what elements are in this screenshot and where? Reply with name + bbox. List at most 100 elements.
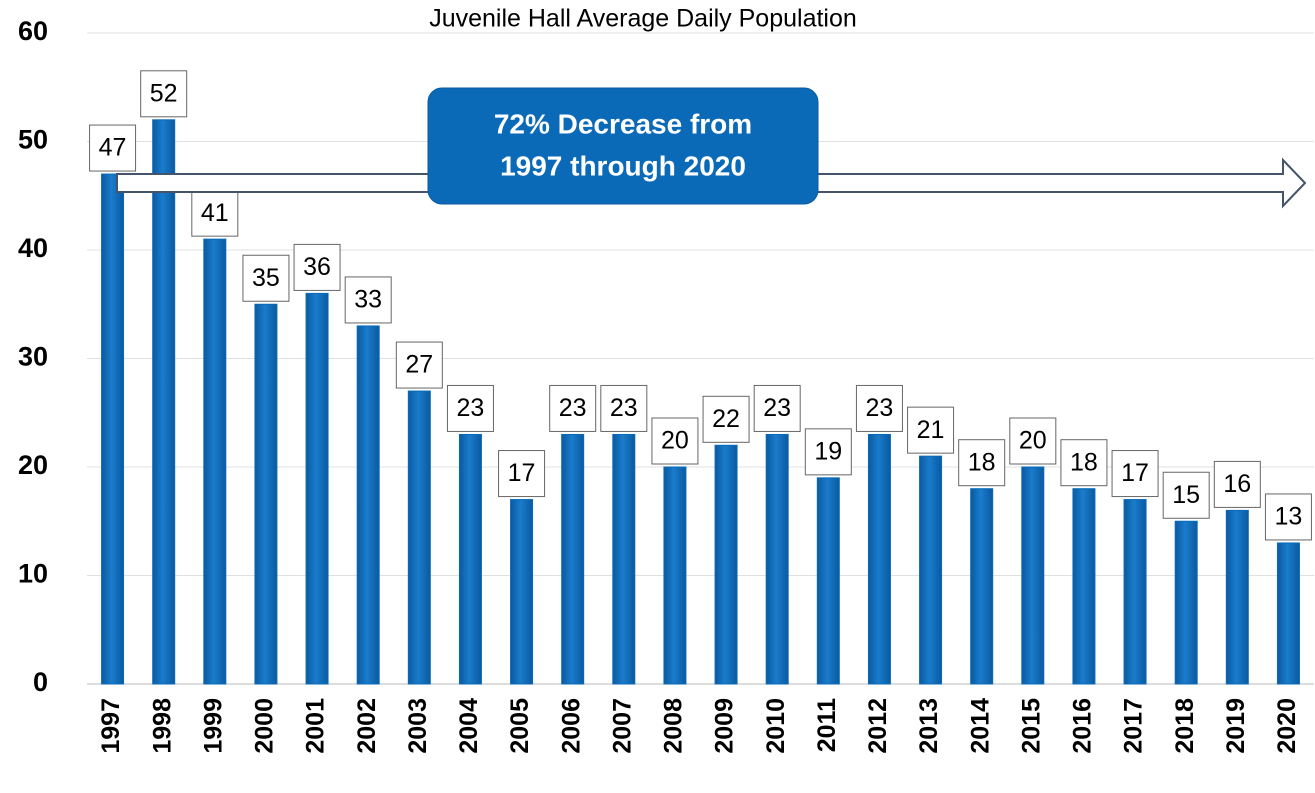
bar bbox=[152, 119, 176, 685]
value-label-box bbox=[1162, 471, 1210, 519]
bar bbox=[919, 455, 943, 685]
x-tick-label: 2000 bbox=[251, 698, 279, 754]
x-tick: 2014 bbox=[966, 698, 994, 754]
x-tick-label: 2017 bbox=[1120, 698, 1148, 754]
bar bbox=[458, 433, 482, 685]
x-tick-label: 1999 bbox=[199, 698, 227, 754]
value-label: 20 bbox=[661, 427, 689, 455]
x-tick-label: 2004 bbox=[455, 698, 483, 754]
annotation: 72% Decrease from bbox=[494, 108, 752, 139]
x-tick: 2005 bbox=[506, 698, 534, 754]
x-tick-label: 2011 bbox=[813, 698, 841, 752]
x-tick-label: 2013 bbox=[915, 698, 943, 754]
value-label: 18 bbox=[968, 448, 996, 476]
bar bbox=[1021, 466, 1045, 685]
x-tick-label: 2010 bbox=[762, 698, 790, 754]
value-label-box bbox=[907, 406, 955, 454]
value-label-box bbox=[958, 439, 1006, 487]
x-tick: 2001 bbox=[302, 698, 330, 754]
bar bbox=[1225, 509, 1249, 685]
x-tick-label: 2019 bbox=[1222, 698, 1250, 754]
bar bbox=[203, 238, 227, 685]
x-tick: 2008 bbox=[660, 698, 688, 754]
value-label: 47 bbox=[99, 134, 127, 162]
x-tick-label: 1998 bbox=[148, 698, 176, 754]
value-label: 17 bbox=[508, 459, 536, 487]
bar bbox=[765, 433, 789, 685]
value-label: 36 bbox=[303, 253, 331, 281]
x-tick-label: 2012 bbox=[864, 698, 892, 754]
x-tick: 2010 bbox=[762, 698, 790, 754]
y-tick-label: 20 bbox=[18, 450, 48, 480]
x-tick: 1997 bbox=[97, 698, 125, 754]
bar bbox=[714, 444, 738, 685]
value-label: 21 bbox=[917, 416, 945, 444]
x-tick-label: 2003 bbox=[404, 698, 432, 754]
value-label: 52 bbox=[150, 79, 178, 107]
value-label: 20 bbox=[1019, 427, 1047, 455]
x-tick: 2007 bbox=[608, 698, 636, 754]
value-label: 23 bbox=[610, 394, 638, 422]
bar bbox=[561, 433, 585, 685]
value-label-box bbox=[191, 189, 239, 237]
y-tick-label: 10 bbox=[18, 559, 48, 589]
x-tick: 2004 bbox=[455, 698, 483, 754]
value-label: 19 bbox=[814, 437, 842, 465]
value-label: 35 bbox=[252, 264, 280, 292]
value-label-box bbox=[446, 384, 494, 432]
value-label-box bbox=[293, 243, 341, 291]
value-label-box bbox=[549, 384, 597, 432]
x-tick-label: 2002 bbox=[353, 698, 381, 754]
x-tick-label: 2018 bbox=[1171, 698, 1199, 754]
value-label-box bbox=[89, 124, 137, 172]
x-tick: 1999 bbox=[199, 698, 227, 754]
x-tick-label: 2015 bbox=[1017, 698, 1045, 754]
bar bbox=[407, 390, 431, 685]
x-tick-label: 2008 bbox=[660, 698, 688, 754]
bar bbox=[254, 303, 278, 685]
x-tick: 2006 bbox=[557, 698, 585, 754]
value-label-box bbox=[855, 384, 903, 432]
value-label: 18 bbox=[1070, 448, 1098, 476]
x-tick-label: 2006 bbox=[557, 698, 585, 754]
bar bbox=[305, 292, 329, 685]
value-label: 23 bbox=[457, 394, 485, 422]
value-label: 17 bbox=[1121, 459, 1149, 487]
value-label-box bbox=[140, 70, 188, 118]
value-label: 33 bbox=[354, 286, 382, 314]
value-label-box bbox=[1009, 417, 1057, 465]
value-label-box bbox=[1060, 439, 1108, 487]
x-tick: 2009 bbox=[711, 698, 739, 754]
x-tick-label: 1997 bbox=[97, 698, 125, 754]
x-tick: 2011 bbox=[813, 698, 841, 752]
x-tick: 2019 bbox=[1222, 698, 1250, 754]
value-label: 13 bbox=[1275, 503, 1303, 531]
value-label-box bbox=[804, 428, 852, 476]
bar bbox=[1123, 499, 1147, 685]
y-tick-label: 40 bbox=[18, 233, 48, 263]
bar bbox=[970, 488, 994, 685]
x-tick: 2012 bbox=[864, 698, 892, 754]
bar bbox=[1174, 520, 1198, 685]
value-label-box bbox=[344, 276, 392, 324]
value-label: 23 bbox=[866, 394, 894, 422]
x-tick-label: 2020 bbox=[1273, 698, 1301, 754]
bar bbox=[1072, 488, 1096, 685]
x-tick-label: 2016 bbox=[1069, 698, 1097, 754]
x-tick-label: 2001 bbox=[302, 698, 330, 754]
value-label-box bbox=[600, 384, 648, 432]
y-tick-label: 60 bbox=[18, 16, 48, 46]
value-label-box bbox=[1111, 450, 1159, 498]
annotation: 1997 through 2020 bbox=[500, 150, 746, 181]
x-tick: 2016 bbox=[1069, 698, 1097, 754]
value-label-box bbox=[1264, 493, 1312, 541]
x-tick: 2020 bbox=[1273, 698, 1301, 754]
bar bbox=[356, 325, 380, 685]
value-label-box bbox=[498, 450, 546, 498]
x-tick-label: 2014 bbox=[966, 698, 994, 754]
value-label: 23 bbox=[763, 394, 791, 422]
x-tick: 2003 bbox=[404, 698, 432, 754]
bar bbox=[612, 433, 636, 685]
x-tick-label: 2009 bbox=[711, 698, 739, 754]
